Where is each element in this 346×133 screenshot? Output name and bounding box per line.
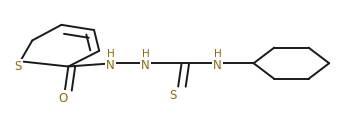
Text: H: H bbox=[107, 49, 115, 59]
Text: H: H bbox=[142, 49, 150, 59]
Text: N: N bbox=[141, 59, 150, 72]
Text: N: N bbox=[106, 59, 115, 72]
Text: S: S bbox=[14, 60, 21, 73]
Text: S: S bbox=[169, 89, 177, 102]
Text: H: H bbox=[215, 49, 222, 59]
Text: N: N bbox=[213, 59, 222, 72]
Text: O: O bbox=[58, 92, 68, 105]
